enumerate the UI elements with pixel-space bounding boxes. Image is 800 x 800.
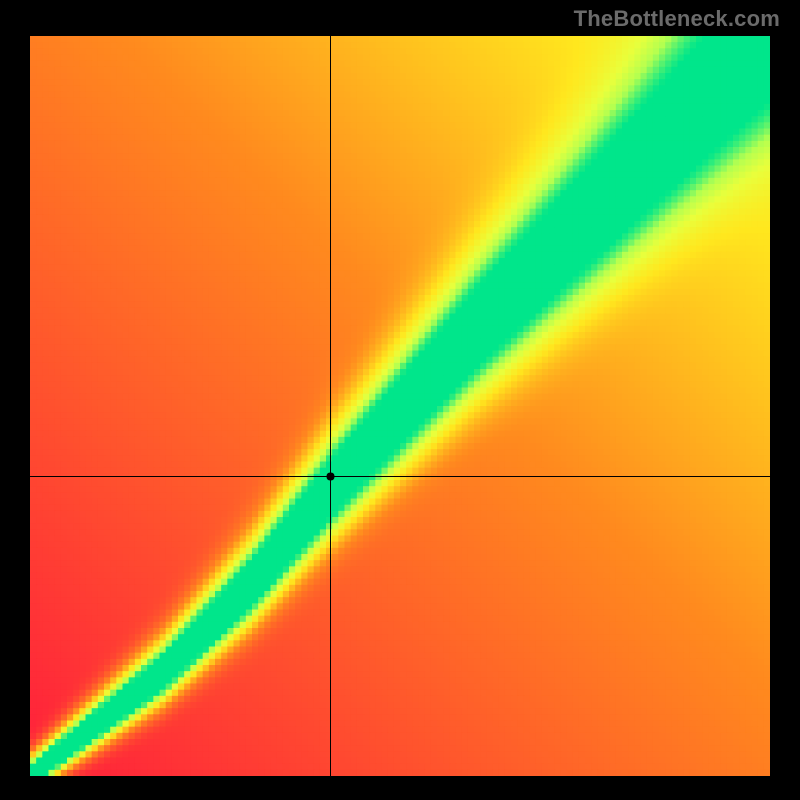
watermark-text: TheBottleneck.com — [574, 6, 780, 32]
chart-frame: TheBottleneck.com — [0, 0, 800, 800]
bottleneck-heatmap — [30, 36, 770, 776]
